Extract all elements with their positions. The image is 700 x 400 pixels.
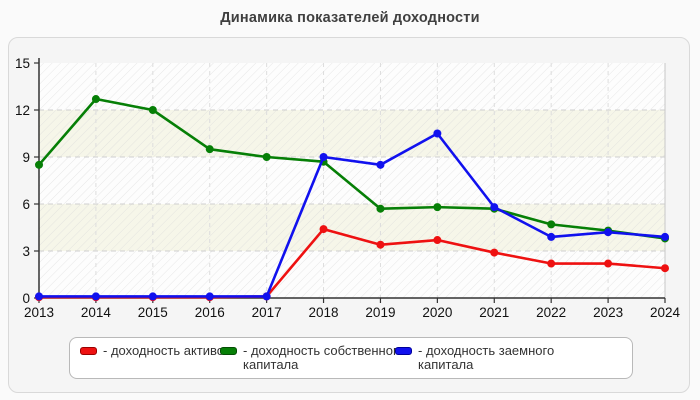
series-marker-доходность заемного капитала (433, 129, 442, 138)
x-tick-label: 2017 (252, 305, 282, 320)
series-marker-доходность активов (661, 264, 669, 273)
legend-box: - доходность активов - доходность собств… (69, 337, 633, 379)
legend-item-equity: - доходность собственного капитала (220, 344, 415, 371)
series-marker-доходность заемного капитала (35, 292, 43, 301)
legend-label-assets: - доходность активов (103, 343, 231, 358)
series-marker-доходность заемного капитала (262, 292, 271, 301)
series-marker-доходность собственного капитала (376, 204, 385, 213)
x-tick-label: 2021 (479, 305, 509, 320)
series-marker-доходность активов (376, 240, 385, 249)
series-marker-доходность активов (490, 248, 499, 257)
series-marker-доходность активов (547, 259, 556, 268)
series-marker-доходность заемного капитала (376, 160, 385, 169)
y-tick-label: 6 (22, 197, 30, 212)
x-tick-label: 2018 (309, 305, 339, 320)
y-tick-label: 0 (22, 291, 30, 306)
legend-swatch-green-icon (220, 347, 237, 355)
series-marker-доходность собственного капитала (91, 95, 100, 104)
series-line-доходность заемного капитала (37, 132, 667, 298)
series-marker-доходность активов (319, 225, 328, 234)
series-marker-доходность заемного капитала (661, 232, 669, 241)
y-tick-label: 12 (15, 103, 30, 118)
x-tick-label: 2022 (536, 305, 566, 320)
y-tick-label: 3 (22, 244, 30, 259)
x-tick-label: 2016 (195, 305, 225, 320)
legend-label-debt: - доходность заемного капитала (418, 343, 555, 372)
x-tick-label: 2020 (422, 305, 452, 320)
x-tick-label: 2015 (138, 305, 168, 320)
plot-hatch-overlay (39, 63, 665, 298)
chart-canvas: 2013 2014 2015 2016 2017 2018 2019 2020 2021 2022… (15, 56, 681, 320)
series-marker-доходность заемного капитала (91, 292, 100, 301)
series-marker-доходность собственного капитала (262, 153, 271, 161)
legend-label-equity: - доходность собственного капитала (243, 343, 405, 372)
series-marker-доходность заемного капитала (148, 292, 157, 301)
series-line-доходность собственного капитала (37, 97, 667, 240)
series-marker-доходность активов (604, 259, 613, 268)
series-marker-доходность собственного капитала (547, 220, 556, 229)
series-marker-доходность заемного капитала (319, 153, 328, 161)
series-marker-доходность заемного капитала (604, 228, 613, 237)
x-tick-label: 2014 (81, 305, 112, 320)
x-tick-label: 2023 (593, 305, 623, 320)
series-marker-доходность заемного капитала (547, 232, 556, 241)
legend-swatch-blue-icon (395, 347, 412, 355)
series-marker-доходность собственного капитала (433, 203, 442, 212)
series-marker-доходность собственного капитала (35, 160, 43, 169)
series-marker-доходность заемного капитала (205, 292, 214, 301)
series-marker-доходность активов (433, 236, 442, 245)
series-marker-доходность заемного капитала (490, 203, 499, 212)
x-tick-label: 2024 (650, 305, 681, 320)
series-marker-доходность собственного капитала (205, 145, 214, 154)
x-tick-label: 2013 (24, 305, 54, 320)
y-tick-label: 9 (22, 150, 30, 165)
chart-panel: 2013 2014 2015 2016 2017 2018 2019 2020 2021 2022… (8, 37, 690, 393)
legend-swatch-red-icon (80, 347, 97, 355)
legend-item-assets: - доходность активов (80, 344, 231, 358)
series-marker-доходность собственного капитала (148, 106, 157, 114)
y-tick-label: 15 (15, 56, 30, 71)
chart-title: Динамика показателей доходности (220, 10, 480, 26)
legend-item-debt: - доходность заемного капитала (395, 344, 570, 371)
x-tick-label: 2019 (365, 305, 395, 320)
